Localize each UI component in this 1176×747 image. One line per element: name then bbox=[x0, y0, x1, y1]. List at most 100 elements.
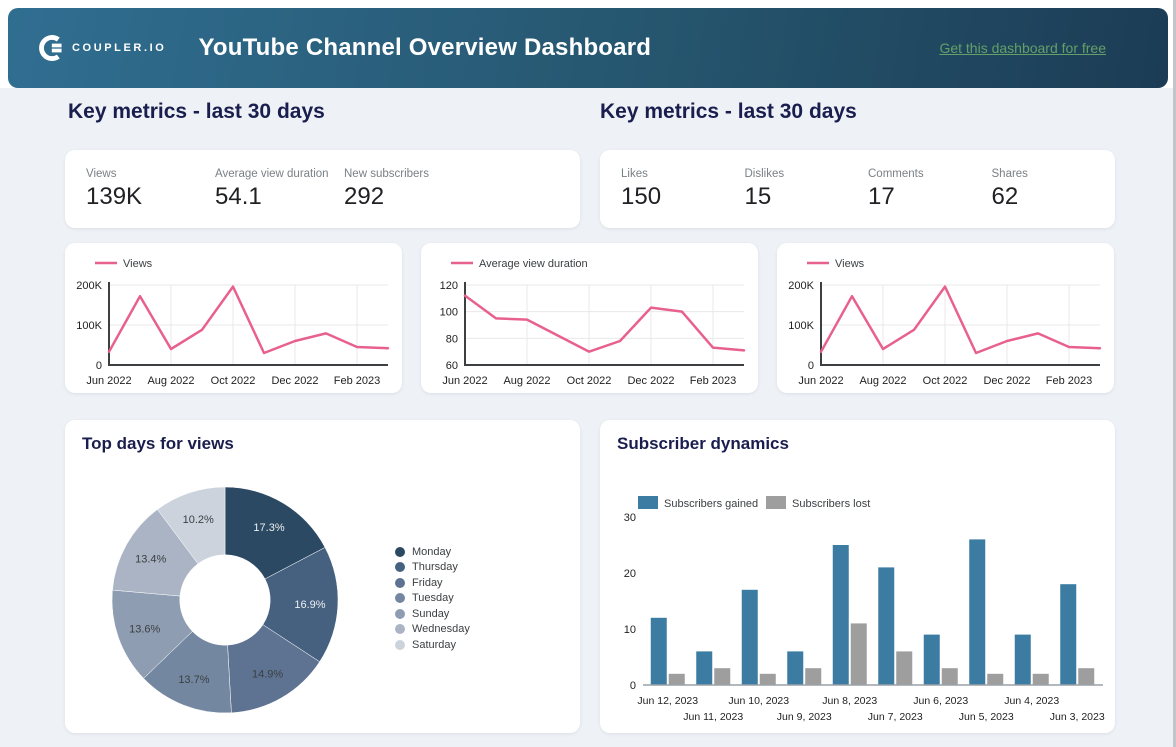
svg-text:200K: 200K bbox=[76, 280, 102, 292]
svg-text:13.4%: 13.4% bbox=[135, 554, 166, 566]
metric-value: 15 bbox=[744, 182, 772, 210]
dashboard-content: Key metrics - last 30 days Key metrics -… bbox=[0, 88, 1176, 747]
metric-label: Likes bbox=[621, 167, 648, 180]
donut-legend-item: Thursday bbox=[395, 560, 470, 576]
top-days-title: Top days for views bbox=[82, 434, 234, 453]
coupler-logo-icon bbox=[39, 35, 62, 61]
legend-swatch bbox=[395, 546, 405, 557]
legend-label: Wednesday bbox=[412, 623, 470, 636]
avg-view-duration-card: Average view duration 60 80 100 120 Jun 2022 A… bbox=[421, 243, 758, 393]
svg-text:10.2%: 10.2% bbox=[183, 514, 214, 526]
top-days-donut-chart[interactable]: 17.3% 16.9% 14.9% 13.7% 13.6% 13.4% 10.2% bbox=[65, 420, 580, 733]
key-metrics-right-card: Likes 150 Dislikes 15 Comments 17 Shares… bbox=[600, 150, 1115, 228]
metric-value: 292 bbox=[344, 182, 385, 210]
donut-legend-item: Wednesday bbox=[395, 622, 470, 638]
metric-value: 54.1 bbox=[215, 182, 262, 210]
svg-text:20: 20 bbox=[624, 568, 636, 580]
svg-text:Dec 2022: Dec 2022 bbox=[627, 375, 674, 387]
metric-label: Dislikes bbox=[744, 167, 785, 180]
coupler-brand-text: COUPLER.IO bbox=[72, 42, 167, 54]
svg-text:Jun 9, 2023: Jun 9, 2023 bbox=[777, 711, 832, 723]
donut-legend: Monday Thursday Friday Tuesday Sunday Wednesd… bbox=[395, 544, 470, 653]
legend-label: Friday bbox=[412, 576, 443, 589]
svg-text:13.7%: 13.7% bbox=[178, 674, 209, 686]
svg-text:30: 30 bbox=[624, 512, 636, 524]
legend-swatch bbox=[395, 639, 405, 650]
svg-text:Jun 11, 2023: Jun 11, 2023 bbox=[683, 711, 743, 723]
svg-text:16.9%: 16.9% bbox=[294, 599, 325, 611]
metric-value: 62 bbox=[991, 182, 1019, 210]
coupler-brand: COUPLER.IO bbox=[38, 35, 166, 61]
svg-text:Feb 2023: Feb 2023 bbox=[690, 375, 736, 387]
svg-text:Jun 2022: Jun 2022 bbox=[86, 375, 131, 387]
svg-text:Jun 2022: Jun 2022 bbox=[442, 375, 487, 387]
key-metrics-left-card: Views 139K Average view duration 54.1 Ne… bbox=[65, 150, 580, 228]
page-title: YouTube Channel Overview Dashboard bbox=[198, 34, 652, 61]
svg-text:Jun 2022: Jun 2022 bbox=[798, 375, 843, 387]
svg-text:Jun 12, 2023: Jun 12, 2023 bbox=[637, 695, 698, 707]
legend-swatch bbox=[395, 562, 405, 573]
window-edge bbox=[1173, 0, 1176, 747]
svg-text:17.3%: 17.3% bbox=[253, 522, 284, 534]
views-trend-card-1: Views 0 100K 200K Jun 2022 Aug 2022 Oct 2022 De… bbox=[65, 243, 402, 393]
svg-text:Jun 8, 2023: Jun 8, 2023 bbox=[822, 695, 877, 707]
svg-text:Jun 10, 2023: Jun 10, 2023 bbox=[728, 695, 789, 707]
svg-text:100: 100 bbox=[440, 307, 458, 319]
metric-label: Shares bbox=[991, 167, 1028, 180]
metric-likes: Likes 150 bbox=[621, 168, 745, 211]
legend-label: Tuesday bbox=[412, 592, 454, 605]
svg-text:Aug 2022: Aug 2022 bbox=[147, 375, 194, 387]
svg-text:Aug 2022: Aug 2022 bbox=[503, 375, 550, 387]
svg-text:Views: Views bbox=[835, 258, 865, 270]
svg-text:120: 120 bbox=[440, 280, 458, 292]
svg-text:Feb 2023: Feb 2023 bbox=[1046, 375, 1092, 387]
donut-legend-item: Tuesday bbox=[395, 591, 470, 607]
metric-label: New subscribers bbox=[344, 167, 429, 180]
donut-legend-item: Sunday bbox=[395, 606, 470, 622]
donut-legend-item: Saturday bbox=[395, 637, 470, 653]
views-line-chart-2[interactable]: Views 0 100K 200K Jun 2022 Aug 2022 Oct 2022 De… bbox=[777, 243, 1114, 393]
subscriber-dynamics-title: Subscriber dynamics bbox=[617, 434, 789, 453]
svg-text:Dec 2022: Dec 2022 bbox=[271, 375, 318, 387]
donut-legend-item: Friday bbox=[395, 575, 470, 591]
svg-text:Oct 2022: Oct 2022 bbox=[211, 375, 256, 387]
metric-views: Views 139K bbox=[86, 168, 215, 211]
get-dashboard-link[interactable]: Get this dashboard for free bbox=[939, 40, 1106, 56]
svg-text:60: 60 bbox=[446, 360, 458, 372]
key-metrics-left-heading: Key metrics - last 30 days bbox=[68, 100, 325, 123]
legend-label: Sunday bbox=[412, 607, 450, 620]
donut-legend-item: Monday bbox=[395, 544, 470, 560]
svg-text:200K: 200K bbox=[788, 280, 814, 292]
legend-label: Monday bbox=[412, 545, 452, 558]
metric-shares: Shares 62 bbox=[992, 168, 1116, 211]
subscriber-dynamics-bar-chart[interactable]: Subscribers gained Subscribers lost 0 10 20 3… bbox=[600, 420, 1115, 733]
dashboard-header: COUPLER.IO YouTube Channel Overview Dash… bbox=[8, 8, 1168, 88]
legend-swatch bbox=[395, 577, 405, 588]
svg-text:100K: 100K bbox=[76, 320, 102, 332]
top-days-card: Top days for views 17.3% 16.9% 14.9% 13.7% 1… bbox=[65, 420, 580, 733]
legend-swatch bbox=[395, 624, 405, 635]
legend-swatch bbox=[395, 608, 405, 619]
metric-label: Average view duration bbox=[215, 167, 329, 180]
svg-text:10: 10 bbox=[624, 624, 636, 636]
avg-view-duration-line-chart[interactable]: Average view duration 60 80 100 120 Jun 2022 A… bbox=[421, 243, 758, 393]
svg-text:0: 0 bbox=[808, 360, 814, 372]
svg-text:0: 0 bbox=[96, 360, 102, 372]
svg-text:Feb 2023: Feb 2023 bbox=[334, 375, 380, 387]
svg-text:Views: Views bbox=[123, 258, 153, 270]
svg-text:Jun 4, 2023: Jun 4, 2023 bbox=[1004, 695, 1059, 707]
metric-avg-view-duration: Average view duration 54.1 bbox=[215, 168, 344, 211]
svg-text:0: 0 bbox=[630, 680, 636, 692]
svg-text:13.6%: 13.6% bbox=[129, 623, 160, 635]
svg-text:Jun 6, 2023: Jun 6, 2023 bbox=[913, 695, 968, 707]
metric-comments: Comments 17 bbox=[868, 168, 992, 211]
views-line-chart-1[interactable]: Views 0 100K 200K Jun 2022 Aug 2022 Oct 2022 De… bbox=[65, 243, 402, 393]
svg-text:Jun 3, 2023: Jun 3, 2023 bbox=[1050, 711, 1105, 723]
views-trend-card-2: Views 0 100K 200K Jun 2022 Aug 2022 Oct 2022 De… bbox=[777, 243, 1114, 393]
svg-text:Oct 2022: Oct 2022 bbox=[567, 375, 612, 387]
svg-text:Aug 2022: Aug 2022 bbox=[859, 375, 906, 387]
svg-text:Average view duration: Average view duration bbox=[479, 258, 588, 270]
metric-value: 17 bbox=[868, 182, 895, 210]
svg-text:Oct 2022: Oct 2022 bbox=[923, 375, 968, 387]
